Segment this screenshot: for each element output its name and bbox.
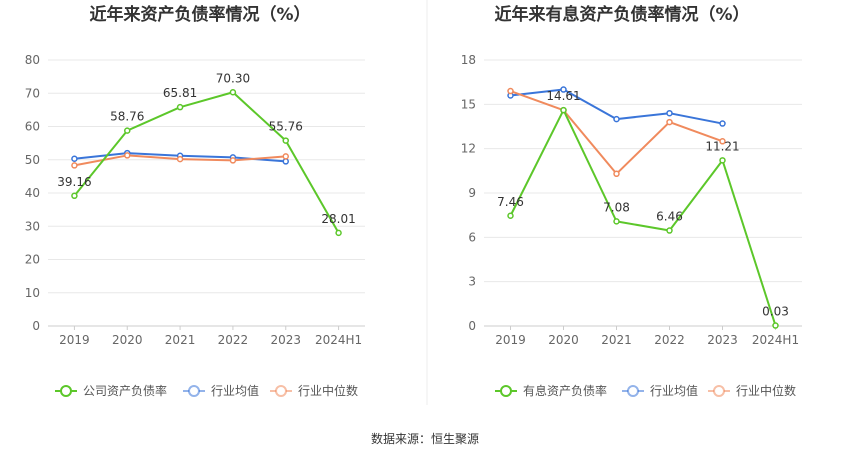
data-point (507, 212, 514, 220)
left-chart: 近年来资产负债率情况（%） 0 10 20 30 40 50 60 70 80 2019 2020 20… (25, 4, 365, 398)
y-tick-label: 30 (25, 219, 40, 233)
y-tick-label: 20 (25, 253, 40, 267)
y-tick-label: 0 (32, 319, 40, 333)
legend-label: 行业中位数 (736, 383, 796, 398)
data-source: 数据来源：恒生聚源 (371, 431, 479, 446)
data-label: 14.61 (546, 89, 580, 103)
legend-marker (500, 385, 512, 397)
data-point (560, 86, 567, 93)
data-point (229, 157, 237, 164)
series-line (73, 91, 340, 234)
data-label: 39.16 (57, 175, 91, 189)
data-point (613, 218, 620, 225)
data-label: 28.01 (321, 212, 355, 226)
data-point (507, 87, 514, 95)
data-point (335, 229, 342, 237)
x-tick-label: 2019 (59, 333, 90, 347)
x-tick-label: 2020 (112, 333, 143, 347)
legend-label: 行业均值 (650, 383, 698, 398)
legend-label: 行业中位数 (298, 383, 358, 398)
data-point (613, 170, 620, 178)
y-tick-label: 18 (461, 53, 476, 67)
x-tick-label: 2024H1 (752, 333, 799, 347)
data-label: 55.76 (269, 120, 303, 134)
x-tick-label: 2022 (654, 333, 685, 347)
data-label: 0.03 (762, 305, 789, 319)
legend-label: 有息资产负债率 (523, 383, 607, 398)
x-tick-label: 2022 (218, 333, 249, 347)
series-line (509, 109, 777, 326)
data-point (124, 152, 131, 159)
y-tick-label: 6 (468, 230, 476, 244)
chart-title: 近年来资产负债率情况（%） (89, 4, 310, 25)
x-tick-label: 2023 (707, 333, 738, 347)
data-point (71, 162, 78, 169)
data-label: 65.81 (163, 86, 197, 100)
x-tick-label: 2020 (548, 333, 579, 347)
data-point (666, 109, 673, 117)
right-chart: 近年来有息资产负债率情况（%） 0 3 6 9 12 15 18 2019 2020 2021 202… (461, 4, 802, 398)
x-tick-label: 2023 (270, 333, 301, 347)
data-point (560, 106, 567, 114)
data-point (71, 192, 78, 200)
y-tick-label: 0 (468, 319, 476, 333)
data-label: 70.30 (216, 71, 250, 85)
y-tick-label: 40 (25, 186, 40, 200)
data-label: 58.76 (110, 110, 144, 124)
y-tick-label: 12 (461, 142, 476, 156)
x-tick-label: 2021 (601, 333, 632, 347)
legend-label: 行业均值 (211, 383, 259, 398)
data-point (772, 322, 779, 329)
y-tick-label: 10 (25, 286, 40, 300)
y-tick-label: 3 (468, 275, 476, 289)
data-point (613, 115, 620, 123)
data-point (282, 137, 289, 144)
data-point (282, 153, 289, 160)
data-point (666, 227, 673, 234)
legend-marker (275, 385, 287, 397)
data-label: 7.46 (497, 195, 524, 209)
data-point (229, 89, 237, 96)
chart-title: 近年来有息资产负债率情况（%） (494, 4, 749, 25)
data-point (666, 118, 673, 126)
legend-marker (188, 385, 200, 397)
y-tick-label: 50 (25, 153, 40, 167)
data-point (719, 120, 726, 127)
data-point (176, 103, 184, 111)
y-tick-label: 9 (468, 186, 476, 200)
data-point (124, 127, 131, 134)
data-label: 6.46 (656, 210, 683, 224)
legend-marker (713, 385, 725, 397)
y-tick-label: 15 (461, 97, 476, 111)
data-label: 7.08 (603, 200, 630, 214)
legend-marker (60, 385, 72, 397)
y-tick-label: 60 (25, 120, 40, 134)
x-tick-label: 2024H1 (315, 333, 362, 347)
x-tick-label: 2019 (495, 333, 526, 347)
y-tick-label: 70 (25, 86, 40, 100)
data-point (719, 157, 726, 164)
legend-marker (627, 385, 639, 397)
data-label: 11.21 (705, 139, 739, 153)
x-tick-label: 2021 (165, 333, 196, 347)
legend-label: 公司资产负债率 (83, 383, 167, 398)
data-point (176, 155, 184, 163)
series-line (510, 90, 723, 175)
data-point (719, 138, 726, 145)
data-point (71, 155, 78, 163)
y-tick-label: 80 (25, 53, 40, 67)
